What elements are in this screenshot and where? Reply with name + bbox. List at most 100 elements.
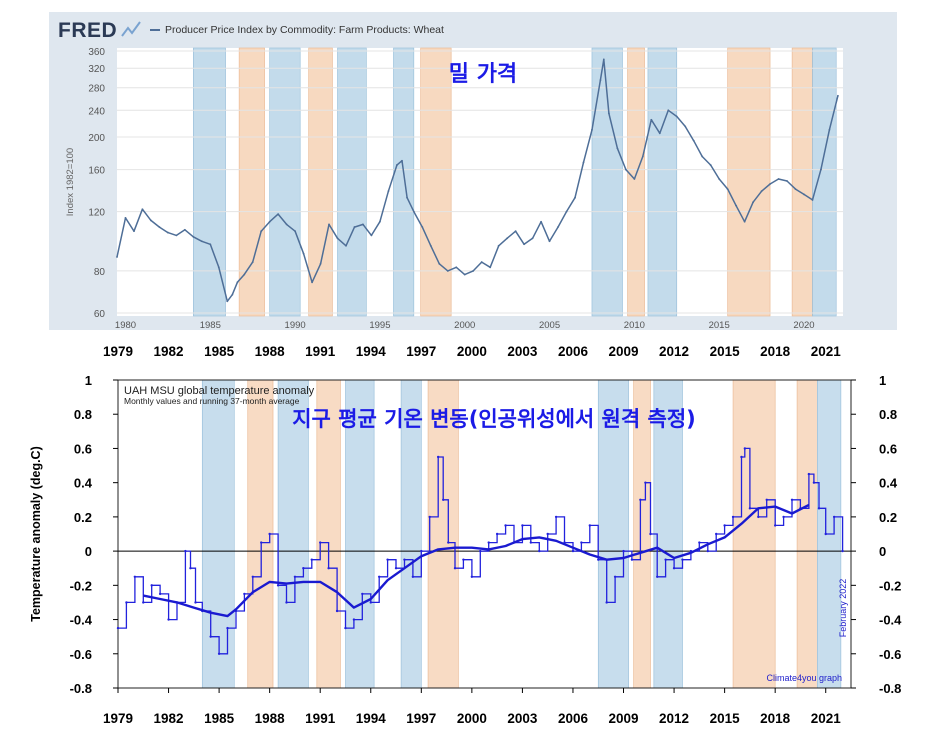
fred-data-point (675, 115, 678, 118)
temp-y-tick-right: 0.2 (879, 510, 897, 525)
fred-data-point (406, 196, 408, 199)
temp-plot-border (117, 379, 852, 689)
fred-data-point (192, 235, 195, 238)
fred-data-point (591, 128, 593, 131)
temp-subtitle: Monthly values and running 37-month aver… (124, 396, 300, 406)
temp-shade-band (201, 379, 235, 689)
temp-monthly-point (521, 524, 524, 527)
temp-y-tick-left: 0.2 (74, 510, 92, 525)
temp-monthly-point (504, 524, 507, 527)
fred-data-point (565, 210, 568, 213)
fred-data-point (150, 219, 152, 222)
fred-data-point (557, 226, 559, 228)
fred-x-tick-label: 2015 (709, 320, 730, 331)
temp-monthly-point (293, 575, 297, 578)
fred-data-point (285, 223, 288, 226)
fred-data-point (412, 210, 415, 213)
temp-monthly-point (538, 549, 541, 553)
fred-x-tick-label: 1990 (285, 320, 306, 331)
temp-y-tick-right: 0 (879, 544, 886, 559)
fred-y-tick-label: 200 (88, 133, 105, 144)
temp-x-tick-top: 2018 (760, 344, 791, 359)
temp-monthly-point (743, 447, 747, 450)
temp-monthly-point (807, 472, 811, 476)
temp-monthly-point (706, 549, 709, 553)
fred-data-point (268, 220, 271, 223)
temp-x-tick-top: 2012 (659, 344, 689, 359)
temp-y-tick-right: -0.8 (879, 681, 901, 696)
fred-data-point (540, 220, 542, 223)
temp-monthly-point (150, 584, 153, 587)
fred-data-point (231, 293, 234, 296)
temp-monthly-line (118, 447, 844, 655)
temp-credit: Climate4you graph (766, 673, 842, 683)
temp-monthly-point (817, 507, 821, 510)
temp-monthly-point (773, 524, 777, 527)
temp-monthly-point (268, 532, 271, 536)
fred-data-point (421, 226, 424, 228)
fred-data-point (401, 159, 403, 162)
fred-data-point (336, 237, 339, 240)
temp-average-line (143, 503, 810, 618)
fred-data-point (370, 234, 373, 237)
fred-data-point (116, 256, 118, 258)
temp-x-tick-top: 1988 (255, 344, 286, 359)
fred-data-point (353, 226, 356, 228)
temp-monthly-point (757, 515, 760, 519)
temp-monthly-point (812, 481, 816, 484)
temp-x-tick-bottom: 2009 (608, 711, 638, 726)
fred-data-point (217, 266, 220, 269)
temp-monthly-point (189, 567, 192, 570)
fred-y-tick-label: 80 (94, 267, 106, 278)
temp-monthly-point (649, 532, 652, 536)
temp-x-tick-top: 2003 (507, 344, 538, 359)
temp-x-tick-bottom: 2000 (457, 711, 487, 726)
fred-data-point (752, 201, 754, 204)
temp-monthly-point (672, 567, 676, 570)
temp-monthly-point (664, 558, 667, 561)
temp-x-tick-top: 1997 (406, 344, 436, 359)
temp-monthly-point (765, 498, 768, 501)
temp-monthly-point (394, 567, 398, 570)
fred-data-point (506, 237, 509, 240)
temp-monthly-point (436, 455, 440, 459)
temp-monthly-point (184, 549, 187, 553)
temp-monthly-point (605, 601, 608, 604)
temp-monthly-point (698, 541, 701, 544)
fred-y-tick-label: 320 (88, 64, 105, 75)
fred-data-point (548, 240, 551, 243)
fred-shade-band (812, 47, 837, 317)
fred-x-tick-label: 2005 (539, 320, 560, 331)
temp-y-tick-right: 0.8 (879, 407, 897, 422)
temp-x-tick-top: 2006 (558, 344, 589, 359)
temp-monthly-point (479, 549, 482, 553)
fred-data-point (624, 168, 627, 171)
fred-data-point (837, 94, 839, 97)
temp-monthly-point (495, 532, 499, 536)
fred-data-point (633, 178, 636, 180)
fred-logo: FRED (58, 19, 117, 42)
temp-y-tick-left: -0.6 (70, 647, 92, 662)
temp-monthly-point (327, 567, 330, 570)
fred-y-tick-label: 240 (88, 106, 105, 117)
fred-data-point (251, 261, 254, 263)
fred-data-point (599, 79, 602, 82)
fred-data-point (616, 147, 619, 150)
fred-data-point (811, 199, 814, 201)
temp-monthly-point (841, 549, 844, 553)
temp-x-tick-bottom: 1985 (204, 711, 235, 726)
fred-data-point (362, 223, 364, 226)
temp-x-tick-bottom: 2018 (760, 711, 791, 726)
temp-monthly-point (142, 601, 145, 604)
fred-data-point (602, 58, 605, 61)
temperature-chart: 1 1 0.8 0.8 0.6 0.6 0.4 0.4 0.2 0.2 0 0 -0.2 -0.2 -0.4… (29, 344, 902, 726)
temp-shade-band (653, 379, 683, 689)
fred-data-point (387, 190, 390, 193)
temp-x-tick-bottom: 2003 (507, 711, 538, 726)
temp-monthly-point (554, 515, 558, 519)
temp-monthly-point (352, 618, 356, 621)
temp-monthly-point (597, 558, 600, 561)
temp-x-tick-bottom: 2015 (710, 711, 741, 726)
temp-monthly-point (740, 455, 743, 459)
